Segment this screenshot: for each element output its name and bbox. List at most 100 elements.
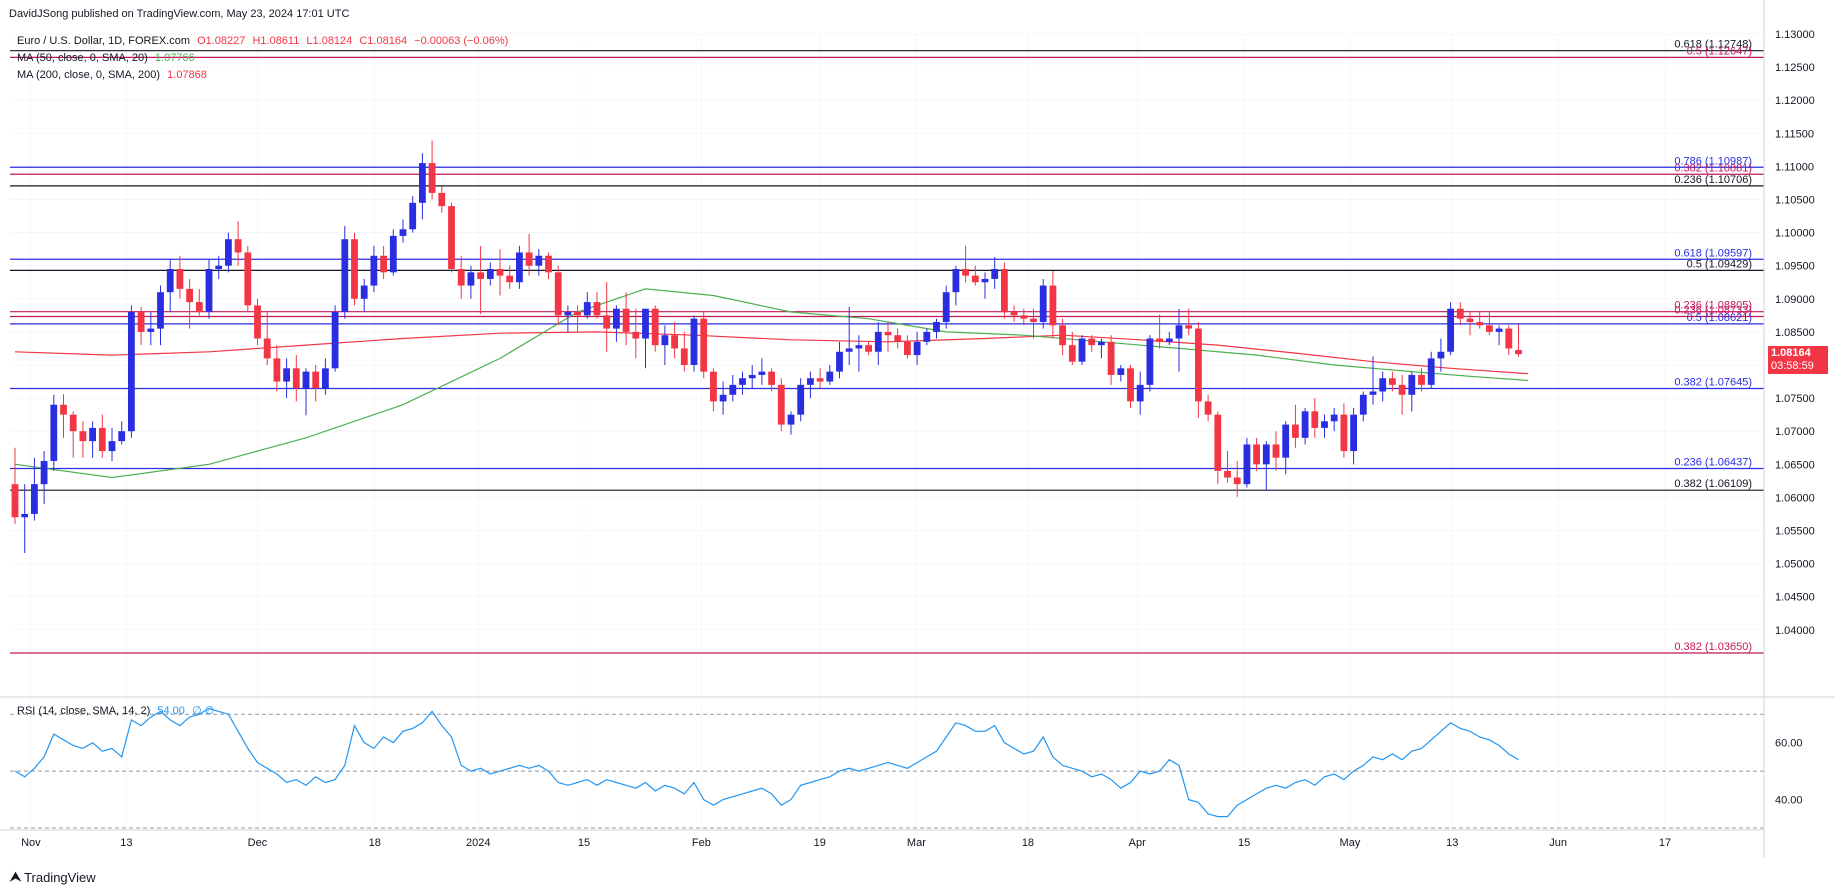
- fib-level-label: 0.236 (1.08805): [1674, 300, 1752, 312]
- candle-body: [322, 368, 329, 389]
- ohlc-high: H1.08611: [252, 35, 300, 47]
- candle-body: [1330, 414, 1338, 422]
- candle-body: [1195, 328, 1202, 402]
- candle-body: [564, 312, 572, 316]
- candle-body: [1243, 444, 1251, 485]
- candle-body: [1427, 358, 1435, 385]
- candle-body: [108, 441, 116, 452]
- candle-body: [855, 345, 863, 349]
- candle-body: [351, 239, 358, 299]
- candle-body: [632, 331, 640, 339]
- candle-body: [923, 331, 931, 342]
- candle-body: [574, 312, 581, 316]
- candle-body: [913, 341, 921, 356]
- candle-body: [933, 321, 940, 332]
- time-axis[interactable]: Nov 13 Dec 18 2024 15 Feb 19 Mar 18 Apr 15 May 13 Jun 1…: [21, 837, 1671, 849]
- candle-body: [312, 371, 320, 389]
- candle-body: [1059, 325, 1066, 346]
- candle-body: [739, 378, 746, 385]
- candle-body: [205, 269, 213, 313]
- candle-body: [128, 312, 135, 432]
- candle-body: [1466, 318, 1474, 322]
- candle-body: [1340, 414, 1348, 452]
- candle-body: [690, 318, 698, 365]
- tradingview-logo[interactable]: ⮝ TradingView: [10, 869, 96, 885]
- fib-level-label: 0.382 (1.03650): [1674, 641, 1752, 653]
- candle-body: [671, 335, 678, 349]
- price-tick-label: 1.12500: [1775, 62, 1815, 74]
- candle-body: [516, 252, 523, 283]
- tradingview-brand: TradingView: [24, 869, 96, 885]
- price-tick-label: 1.10000: [1775, 228, 1815, 240]
- candle-body: [748, 374, 756, 379]
- last-price-tag: 1.08164 03:58:59: [1768, 346, 1828, 375]
- price-tick-label: 1.07500: [1775, 393, 1815, 405]
- price-tick-label: 1.08500: [1775, 327, 1815, 339]
- publisher-caption: DavidJSong published on TradingView.com,…: [9, 8, 350, 20]
- candle-body: [583, 302, 591, 316]
- candle-body: [467, 272, 475, 286]
- ma50-value: 1.07766: [154, 52, 195, 64]
- candlestick-series: [11, 140, 1522, 554]
- date-tick-label: 17: [1659, 837, 1671, 849]
- candle-body: [419, 163, 426, 203]
- candle-body: [758, 371, 766, 375]
- fib-level-label: 0.236 (1.08733): [1674, 304, 1752, 316]
- candle-body: [380, 255, 387, 273]
- date-tick-label: 2024: [466, 837, 490, 849]
- rsi-extra: ∅ ∅: [191, 705, 215, 717]
- candle-body: [263, 338, 271, 359]
- candle-body: [1447, 308, 1454, 352]
- candle-body: [816, 378, 824, 382]
- ma200-layer: [14, 331, 1529, 375]
- candle-body: [1117, 368, 1125, 375]
- grid-layer: [10, 33, 1764, 828]
- candle-body: [1107, 341, 1115, 375]
- candle-body: [1282, 424, 1290, 458]
- ma50-legend[interactable]: MA (50, close, 0, SMA, 20) 1.07766: [17, 52, 199, 65]
- candle-body: [486, 269, 494, 279]
- last-price: 1.08164: [1771, 347, 1811, 360]
- candle-body: [1175, 325, 1183, 339]
- date-tick-label: Mar: [907, 837, 926, 849]
- candle-body: [147, 328, 155, 332]
- fib-level-label: 0.382 (1.07645): [1674, 377, 1752, 389]
- date-tick-label: Feb: [692, 837, 711, 849]
- date-tick-label: Jun: [1549, 837, 1567, 849]
- date-tick-label: Nov: [21, 837, 41, 849]
- candle-body: [1127, 368, 1134, 402]
- candle-body: [1098, 341, 1105, 346]
- candle-body: [496, 269, 504, 276]
- candle-body: [1369, 391, 1377, 395]
- candle-body: [651, 308, 659, 346]
- rsi-value: 54.00: [157, 705, 185, 717]
- candle-body: [874, 331, 882, 352]
- date-tick-label: 15: [1238, 837, 1250, 849]
- price-tick-label: 1.06500: [1775, 459, 1815, 471]
- candle-body: [31, 484, 38, 514]
- candle-body: [40, 460, 48, 485]
- price-tick-label: 1.05500: [1775, 526, 1815, 538]
- date-tick-label: 19: [814, 837, 826, 849]
- candle-body: [1165, 338, 1173, 342]
- rsi-legend[interactable]: RSI (14, close, SMA, 14, 2) 54.00 ∅ ∅: [17, 705, 218, 718]
- symbol-legend[interactable]: Euro / U.S. Dollar, 1D, FOREX.com O1.082…: [17, 35, 512, 48]
- candle-body: [1418, 374, 1425, 385]
- candle-body: [1156, 338, 1163, 342]
- price-axis[interactable]: 1.13000 1.12500 1.12000 1.11500 1.11000 1.105…: [1775, 29, 1815, 807]
- price-tick-label: 1.10500: [1775, 195, 1815, 207]
- candle-body: [302, 371, 310, 389]
- rsi-pane: [10, 707, 1764, 829]
- ma50-label: MA (50, close, 0, SMA, 20): [17, 52, 148, 64]
- candle-body: [1379, 378, 1387, 392]
- candle-body: [1437, 351, 1445, 359]
- candle-body: [399, 229, 407, 236]
- candle-body: [1010, 312, 1018, 316]
- ma200-legend[interactable]: MA (200, close, 0, SMA, 200) 1.07868: [17, 69, 211, 82]
- rsi-tick-label: 40.00: [1775, 795, 1803, 807]
- candle-body: [1505, 328, 1513, 349]
- candle-body: [603, 315, 611, 329]
- candle-body: [1039, 285, 1047, 322]
- candle-body: [157, 292, 164, 329]
